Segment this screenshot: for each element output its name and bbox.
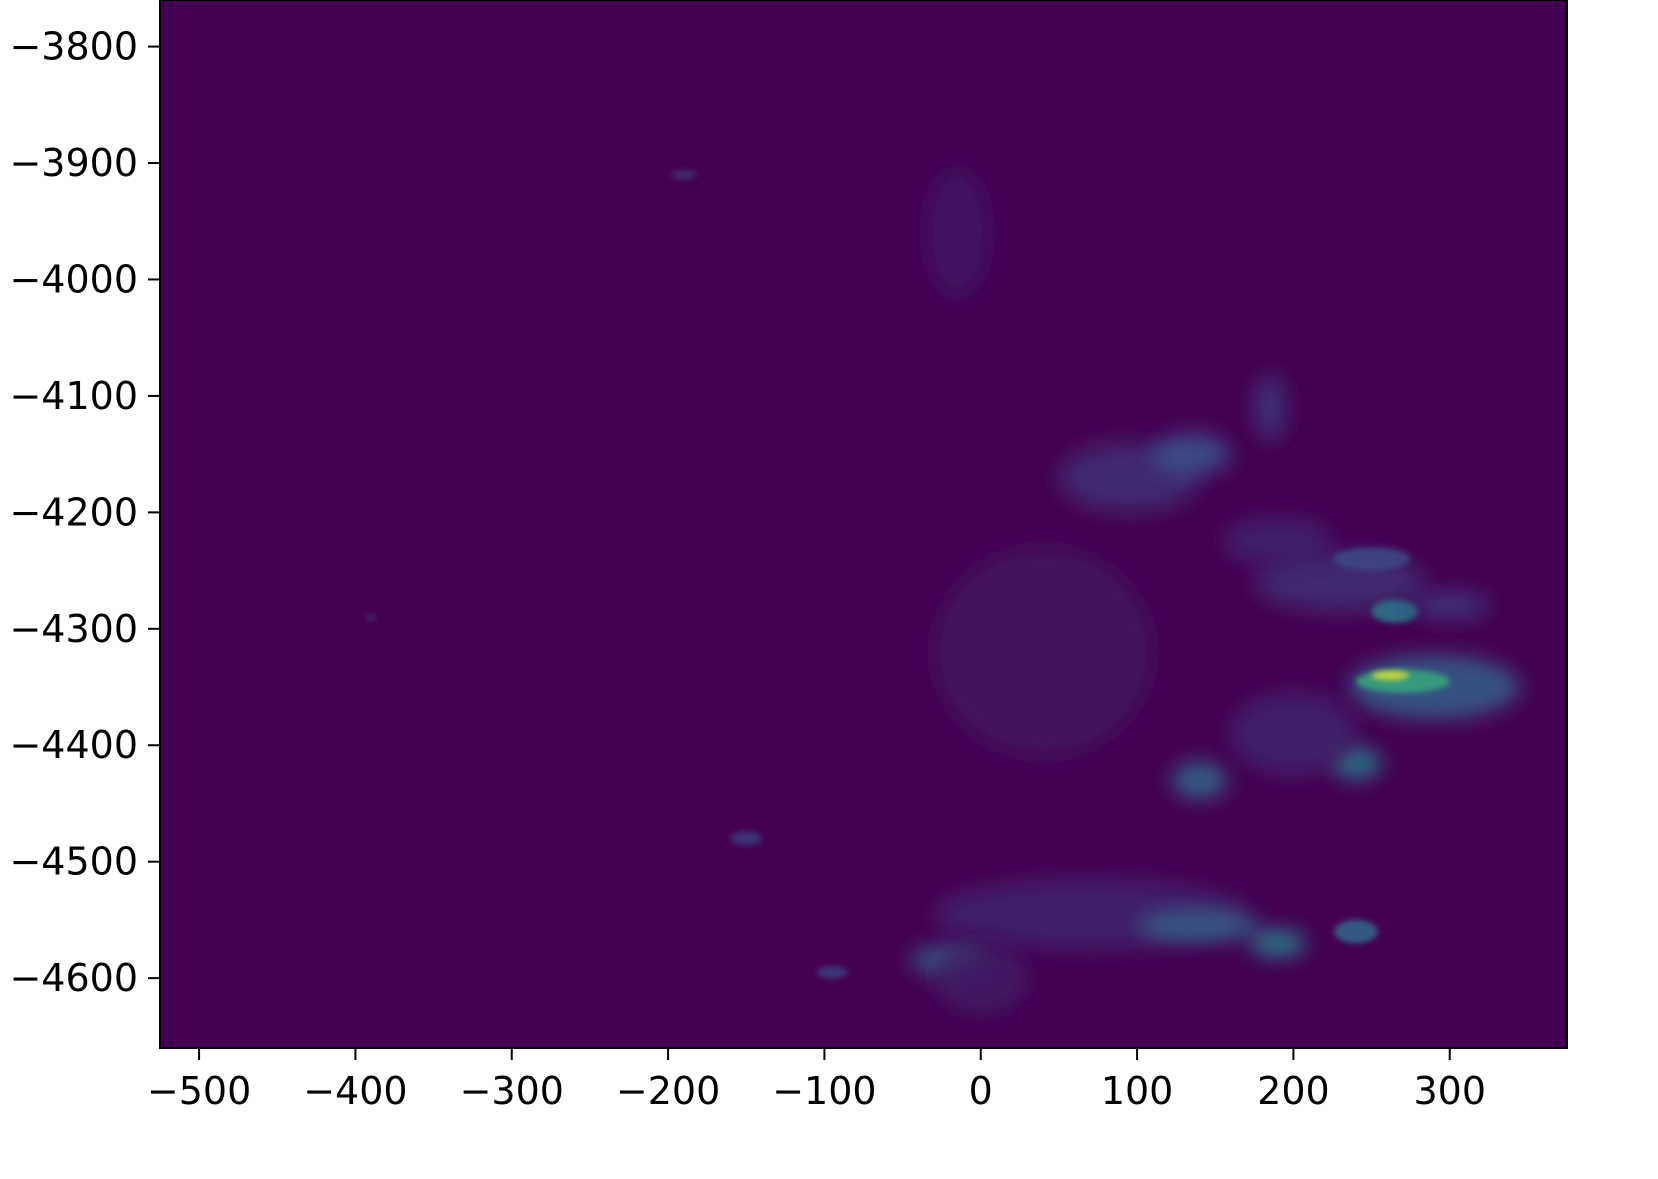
y-axis: −3800 −3900 −4000 −4100 −4200 −4300 −4400 −4500… (9, 25, 160, 1000)
plot-frame (159, 0, 1568, 1049)
x-tick-label: −300 (460, 1069, 564, 1113)
heatmap-blob-18 (933, 943, 1028, 1014)
heatmap-blob-3 (1254, 374, 1286, 441)
x-tick-label: −400 (303, 1069, 407, 1113)
x-tick-label: −500 (147, 1069, 251, 1113)
heatmap-blob-23 (1223, 518, 1333, 565)
y-tick-label: −4400 (9, 723, 138, 767)
heatmap-blob-4 (933, 547, 1153, 757)
y-tick-label: −4600 (9, 956, 138, 1000)
y-tick-label: −4200 (9, 490, 138, 534)
heatmap-blob-22 (366, 614, 376, 620)
heatmap-features (366, 168, 1521, 1014)
heatmap-blob-12 (1230, 692, 1356, 775)
y-tick-label: −3900 (9, 141, 138, 185)
heatmap-blob-10 (1371, 670, 1410, 681)
x-tick-label: −100 (772, 1069, 876, 1113)
x-tick-label: 200 (1257, 1069, 1330, 1113)
heatmap-blob-20 (730, 831, 762, 846)
x-tick-label: 0 (969, 1069, 993, 1113)
y-tick-label: −3800 (9, 25, 138, 69)
y-tick-label: −4500 (9, 840, 138, 884)
heatmap-blob-14 (1137, 909, 1263, 943)
heatmap-blob-16 (1334, 919, 1378, 944)
x-tick-label: −200 (616, 1069, 720, 1113)
y-tick-label: −4300 (9, 607, 138, 651)
x-tick-label: 300 (1413, 1069, 1486, 1113)
heatmap-blob-25 (1410, 591, 1489, 620)
heatmap-blob-0 (926, 168, 989, 297)
heatmap-blob-5 (1171, 761, 1228, 799)
heatmap-blob-2 (1152, 433, 1231, 476)
x-tick-label: 100 (1101, 1069, 1174, 1113)
heatmap-blob-21 (671, 170, 697, 180)
y-tick-label: −4000 (9, 257, 138, 301)
heatmap-blob-15 (1249, 929, 1306, 958)
heatmap-blob-7 (1371, 599, 1419, 623)
heatmap-blob-19 (816, 966, 848, 979)
x-axis: −500 −400 −300 −200 −100 0 100 200 300 (147, 1048, 1486, 1113)
heatmap-blob-24 (1332, 547, 1411, 571)
plot-background (160, 0, 1567, 1048)
y-tick-label: −4100 (9, 374, 138, 418)
